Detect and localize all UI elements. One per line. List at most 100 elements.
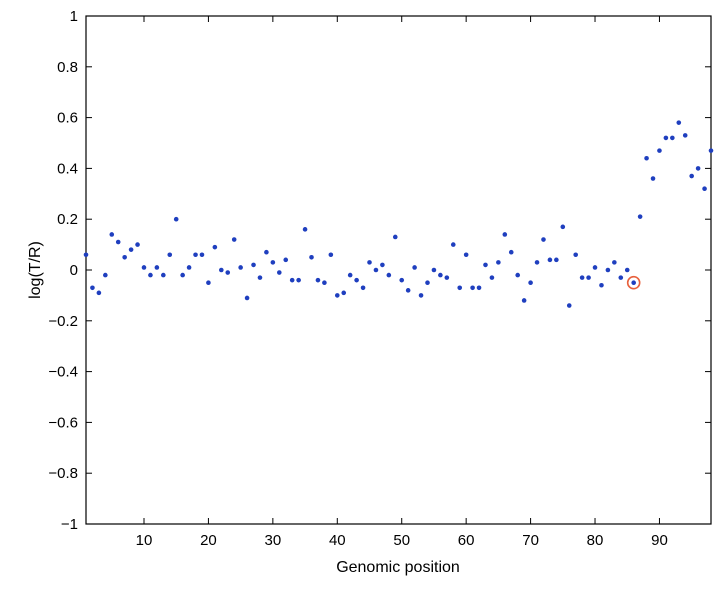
x-tick-label: 70 [522,532,539,549]
data-point [251,262,256,268]
data-point [457,285,463,291]
data-point [592,265,598,270]
data-point [167,252,173,258]
data-point [644,155,649,161]
y-tick-label: 0.8 [57,59,78,76]
data-point [425,280,430,286]
data-point [412,265,417,270]
x-tick-label: 40 [329,532,346,549]
data-point [148,272,153,278]
data-point [682,133,688,138]
data-point [444,275,450,280]
x-tick-label: 60 [458,532,475,549]
data-point [657,148,662,153]
data-point [141,265,147,270]
x-axis-title: Genomic position [336,559,460,576]
data-point [676,120,682,125]
data-point [386,272,392,278]
data-point [405,288,411,293]
data-point [631,280,636,286]
data-point [528,280,533,286]
x-tick-label: 10 [136,532,153,549]
data-point [476,285,482,291]
data-point [341,290,347,296]
data-point [373,267,379,273]
data-point [257,275,263,280]
data-point [418,293,424,298]
data-point [463,252,469,258]
data-point [96,290,102,296]
data-point [496,260,501,265]
data-point [605,267,611,273]
y-tick-label: −0.2 [48,313,78,330]
data-point [573,252,578,258]
y-tick-label: 0.2 [57,211,78,228]
data-point [502,232,508,237]
data-point [670,135,675,141]
data-point [637,214,643,219]
data-point [206,280,211,286]
data-point [103,272,108,278]
data-point [650,176,656,181]
x-tick-label: 50 [393,532,410,549]
data-point [508,249,514,255]
data-point [534,260,540,265]
data-point [515,272,521,278]
data-point [618,275,624,280]
data-point [212,244,218,250]
data-point [302,227,308,232]
data-points [83,120,714,308]
y-tick-label: 1 [70,8,78,25]
data-point [554,257,559,263]
y-tick-label: 0.4 [57,160,78,177]
data-point [399,277,405,283]
data-point [367,260,372,265]
y-tick-label: −1 [61,516,78,533]
data-point [173,216,179,222]
data-point [431,267,437,273]
data-point [180,272,185,278]
data-point [579,275,585,280]
data-point [238,265,243,270]
data-point [470,285,475,291]
data-point [296,277,301,283]
data-point [689,173,694,179]
y-tick-label: −0.6 [48,414,78,431]
data-point [624,267,630,273]
data-point [283,257,289,263]
data-point [154,265,160,270]
data-point [586,275,591,280]
data-point [270,260,276,265]
y-tick-label: −0.4 [48,364,78,381]
x-tick-label: 80 [587,532,604,549]
data-point [109,232,115,237]
data-point [315,277,321,283]
data-point [450,242,456,247]
data-point [360,285,366,291]
y-tick-label: 0.6 [57,110,78,127]
data-point [122,254,127,260]
data-point [695,166,701,171]
data-point [199,252,205,258]
data-point [702,186,707,192]
highlight-ring [626,275,641,290]
data-point [161,272,166,278]
data-point [115,239,121,245]
data-point [392,234,398,240]
data-point [264,249,269,255]
y-tick-label: −0.8 [48,465,78,482]
data-point [347,272,353,278]
data-point [225,270,231,275]
data-point [483,262,488,268]
data-point [560,224,566,230]
data-point [566,303,572,308]
data-point [128,247,134,252]
data-point [521,298,527,303]
data-point [289,277,295,283]
data-point [380,262,385,268]
data-point [135,242,140,247]
data-point [186,265,192,270]
plot-frame [85,15,712,525]
data-point [663,135,669,141]
